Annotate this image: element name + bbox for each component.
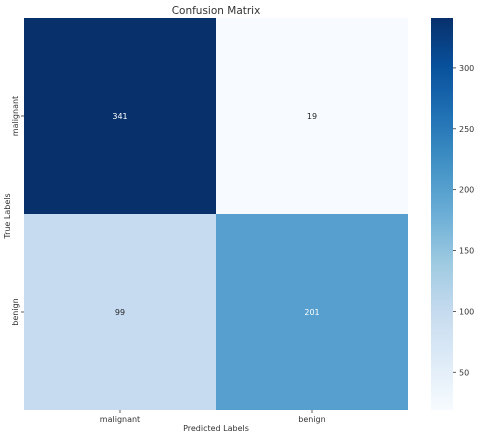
cell-value-label: 341 xyxy=(112,112,127,121)
colorbar-tick-label: 250 xyxy=(459,125,474,134)
heatmap-cells xyxy=(24,18,408,410)
x-tick-labels: malignant benign xyxy=(100,410,326,424)
colorbar-tick-label: 150 xyxy=(459,247,474,256)
colorbar-tick-label: 100 xyxy=(459,307,474,316)
y-tick-label: malignant xyxy=(11,96,20,136)
colorbar-tick-label: 200 xyxy=(459,186,474,195)
chart-title: Confusion Matrix xyxy=(172,5,261,17)
heatmap-cell xyxy=(24,18,216,214)
heatmap-cell xyxy=(216,214,408,410)
colorbar-tick-label: 50 xyxy=(459,368,469,377)
heatmap-cell-labels: 341 19 99 201 xyxy=(112,112,319,317)
x-axis-label: Predicted Labels xyxy=(183,424,249,433)
cell-value-label: 201 xyxy=(304,308,319,317)
heatmap-cell xyxy=(216,18,408,214)
cell-value-label: 99 xyxy=(115,308,125,317)
y-axis-label: True Labels xyxy=(3,193,12,239)
colorbar-ticks: 50 100 150 200 250 300 xyxy=(453,64,474,377)
colorbar-tick-label: 300 xyxy=(459,64,474,73)
heatmap-cell xyxy=(24,214,216,410)
y-tick-label: benign xyxy=(11,298,20,325)
x-tick-label: malignant xyxy=(100,415,140,424)
y-tick-labels: malignant benign xyxy=(11,96,24,326)
cell-value-label: 19 xyxy=(307,112,317,121)
x-tick-label: benign xyxy=(298,415,325,424)
colorbar xyxy=(431,18,453,410)
